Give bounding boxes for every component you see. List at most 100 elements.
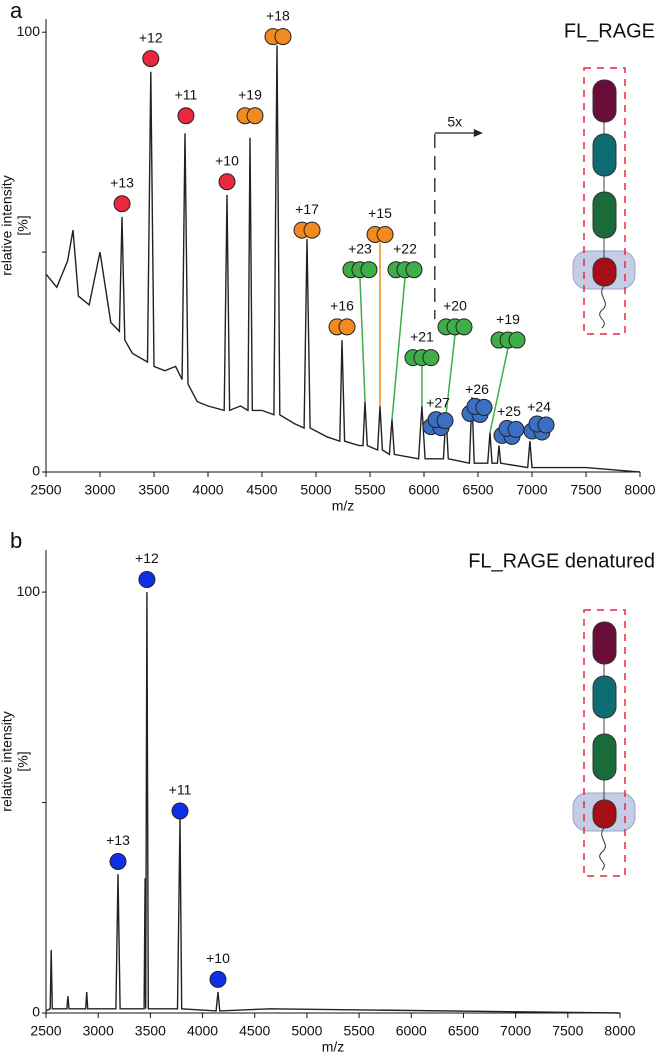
charge-label: +10 (215, 152, 239, 168)
panel-label: b (10, 528, 22, 553)
y-tick-label: 100 (17, 583, 41, 599)
x-tick-label: 6500 (462, 482, 493, 498)
zoom-arrowhead (473, 129, 483, 137)
x-tick-label: 4000 (187, 1023, 218, 1039)
x-tick-label: 3500 (135, 1023, 166, 1039)
charge-label: +12 (135, 550, 159, 566)
y-tick-label: 0 (32, 1004, 40, 1020)
marker-circle (303, 221, 321, 239)
panel-label: a (10, 0, 23, 23)
charge-marker (523, 415, 555, 441)
charge-marker (422, 411, 454, 437)
marker-circle (537, 416, 555, 434)
charge-marker (264, 28, 292, 46)
x-tick-label: 2500 (30, 482, 61, 498)
marker-circle (405, 261, 423, 279)
marker-circle (475, 398, 493, 416)
leader-line (489, 347, 509, 433)
x-tick-label: 7500 (552, 1023, 583, 1039)
domain (592, 675, 617, 719)
charge-marker (387, 261, 423, 279)
charge-label: +18 (266, 7, 290, 23)
x-tick-label: 4500 (239, 1023, 270, 1039)
domain (592, 191, 617, 239)
charge-label: +23 (348, 240, 372, 256)
charge-label: +15 (368, 205, 392, 221)
charge-marker (493, 419, 525, 445)
charge-marker (437, 318, 473, 336)
charge-marker (293, 221, 321, 239)
charge-marker (366, 226, 394, 244)
charge-label: +26 (465, 381, 489, 397)
x-tick-label: 6000 (396, 1023, 427, 1039)
x-tick-label: 6000 (408, 482, 439, 498)
charge-marker (404, 349, 440, 367)
x-tick-label: 5500 (344, 1023, 375, 1039)
marker-circle (508, 331, 526, 349)
x-axis-label: m/z (332, 498, 355, 514)
charge-label: +17 (295, 201, 319, 217)
x-tick-label: 8000 (624, 482, 655, 498)
tail (599, 285, 606, 329)
charge-label: +12 (139, 29, 163, 45)
charge-label: +11 (169, 782, 192, 798)
chart-title: FL_RAGE denatured (468, 550, 655, 572)
charge-label: +27 (426, 394, 450, 410)
charge-label: +19 (238, 86, 262, 102)
marker-circle (142, 50, 160, 68)
y-tick-label: 0 (32, 463, 40, 479)
marker-circle (113, 195, 131, 213)
charge-label: +20 (443, 298, 467, 314)
charge-marker (142, 50, 160, 68)
marker-circle (209, 970, 227, 988)
charge-marker (461, 397, 493, 423)
x-tick-label: 5000 (291, 1023, 322, 1039)
x-tick-label: 6500 (448, 1023, 479, 1039)
charge-marker (218, 173, 236, 191)
x-tick-label: 3000 (83, 1023, 114, 1039)
charge-label: +22 (393, 240, 417, 256)
y-tick-label: 100 (17, 23, 41, 39)
charge-marker (328, 318, 356, 336)
x-tick-label: 3500 (138, 482, 169, 498)
domain (592, 733, 617, 781)
charge-marker (236, 107, 264, 125)
leader-line (359, 277, 366, 402)
y-axis-label: relative intensity (0, 175, 15, 275)
marker-circle (177, 107, 195, 125)
domain-diagram (572, 67, 636, 335)
x-tick-label: 8000 (604, 1023, 635, 1039)
zoom-label: 5x (447, 114, 462, 130)
charge-label: +13 (106, 832, 130, 848)
marker-circle (218, 173, 236, 191)
charge-label: +21 (410, 328, 434, 344)
domain (592, 799, 617, 829)
x-tick-label: 7500 (570, 482, 601, 498)
marker-circle (338, 318, 356, 336)
marker-circle (274, 28, 292, 46)
marker-circle (507, 420, 525, 438)
charge-marker (490, 331, 526, 349)
charge-marker (209, 970, 227, 988)
y-axis-label: [%] (15, 215, 31, 235)
x-tick-label: 5500 (354, 482, 385, 498)
charge-label: +16 (330, 298, 354, 314)
domain-diagram (572, 609, 636, 877)
charge-marker (171, 802, 189, 820)
domain (592, 621, 617, 665)
charge-marker (109, 852, 127, 870)
x-tick-label: 2500 (30, 1023, 61, 1039)
charge-marker (138, 570, 156, 588)
y-axis-label: [%] (15, 751, 31, 771)
x-axis-label: m/z (322, 1039, 345, 1055)
charge-label: +10 (206, 950, 230, 966)
dashed-box (583, 609, 626, 877)
tail (599, 827, 606, 871)
spectrum (45, 592, 621, 1014)
marker-circle (360, 261, 378, 279)
marker-circle (436, 412, 454, 430)
x-tick-label: 4000 (192, 482, 223, 498)
dashed-box (583, 67, 626, 335)
x-tick-label: 5000 (300, 482, 331, 498)
